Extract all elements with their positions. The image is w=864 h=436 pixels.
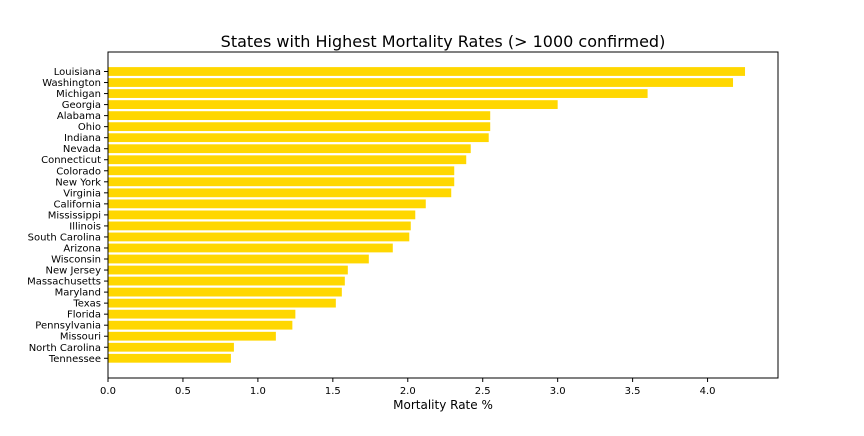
y-tick-label: Maryland bbox=[55, 288, 101, 299]
y-tick-label: Louisiana bbox=[54, 67, 101, 78]
y-tick-label: Pennsylvania bbox=[35, 321, 101, 332]
bar bbox=[108, 265, 348, 275]
bar bbox=[108, 276, 345, 286]
x-tick-label: 2.5 bbox=[475, 386, 491, 397]
x-tick-label: 2.0 bbox=[400, 386, 416, 397]
bar bbox=[108, 254, 369, 264]
bar bbox=[108, 342, 234, 352]
y-tick-label: Massachusetts bbox=[27, 277, 101, 288]
y-tick-label: New Jersey bbox=[46, 266, 102, 277]
bar bbox=[108, 166, 455, 176]
x-tick-label: 1.0 bbox=[250, 386, 266, 397]
bar bbox=[108, 221, 411, 231]
bar bbox=[108, 144, 471, 154]
y-tick-label: Tennessee bbox=[48, 354, 101, 365]
y-tick-label: Washington bbox=[42, 78, 101, 89]
bar bbox=[108, 243, 393, 253]
bar bbox=[108, 287, 342, 297]
bar bbox=[108, 177, 455, 187]
y-tick-label: Wisconsin bbox=[51, 255, 101, 266]
y-tick-label: Alabama bbox=[57, 111, 101, 122]
y-tick-label: North Carolina bbox=[29, 343, 101, 354]
chart-title: States with Highest Mortality Rates (> 1… bbox=[221, 32, 666, 51]
bar bbox=[108, 111, 491, 121]
bar bbox=[108, 331, 276, 341]
y-tick-label: New York bbox=[55, 177, 101, 188]
bar bbox=[108, 232, 410, 242]
bar bbox=[108, 210, 416, 220]
y-tick-label: Mississippi bbox=[48, 210, 101, 221]
bar bbox=[108, 155, 467, 165]
bar bbox=[108, 67, 746, 76]
y-tick-label: Connecticut bbox=[41, 155, 101, 166]
bar bbox=[108, 100, 558, 109]
y-tick-label: California bbox=[54, 199, 102, 210]
x-tick-label: 0.0 bbox=[100, 386, 116, 397]
x-axis-label: Mortality Rate % bbox=[393, 398, 493, 412]
y-tick-label: Texas bbox=[72, 299, 101, 310]
y-tick-label: Michigan bbox=[56, 89, 101, 100]
bar bbox=[108, 122, 491, 132]
y-tick-label: Georgia bbox=[62, 100, 101, 111]
y-tick-label: Illinois bbox=[69, 221, 101, 232]
y-tick-label: Missouri bbox=[60, 332, 101, 343]
y-tick-label: Nevada bbox=[63, 144, 101, 155]
y-tick-label: Virginia bbox=[63, 188, 101, 199]
bar bbox=[108, 78, 734, 87]
y-tick-label: Arizona bbox=[63, 243, 101, 254]
bar bbox=[108, 133, 489, 143]
x-tick-label: 0.5 bbox=[175, 386, 191, 397]
bar bbox=[108, 89, 648, 98]
y-tick-label: Ohio bbox=[78, 122, 101, 133]
y-tick-label: Colorado bbox=[56, 166, 101, 177]
plot-frame bbox=[107, 51, 779, 379]
bar bbox=[108, 298, 336, 308]
x-tick-label: 1.5 bbox=[325, 386, 341, 397]
x-tick-label: 3.5 bbox=[625, 386, 641, 397]
bars-group bbox=[108, 67, 746, 363]
y-tick-label: South Carolina bbox=[28, 232, 101, 243]
bar bbox=[108, 199, 426, 209]
bar bbox=[108, 188, 452, 198]
bar bbox=[108, 309, 296, 319]
y-axis-ticks: LouisianaWashingtonMichiganGeorgiaAlabam… bbox=[27, 67, 108, 365]
bar bbox=[108, 353, 231, 363]
y-tick-label: Indiana bbox=[64, 133, 101, 144]
x-tick-label: 4.0 bbox=[700, 386, 716, 397]
x-axis-ticks: 0.0 0.5 1.0 1.5 2.0 2.5 3.0 3.5 4.0 bbox=[100, 378, 716, 397]
y-tick-label: Florida bbox=[67, 310, 101, 321]
x-tick-label: 3.0 bbox=[550, 386, 566, 397]
bar bbox=[108, 320, 293, 330]
